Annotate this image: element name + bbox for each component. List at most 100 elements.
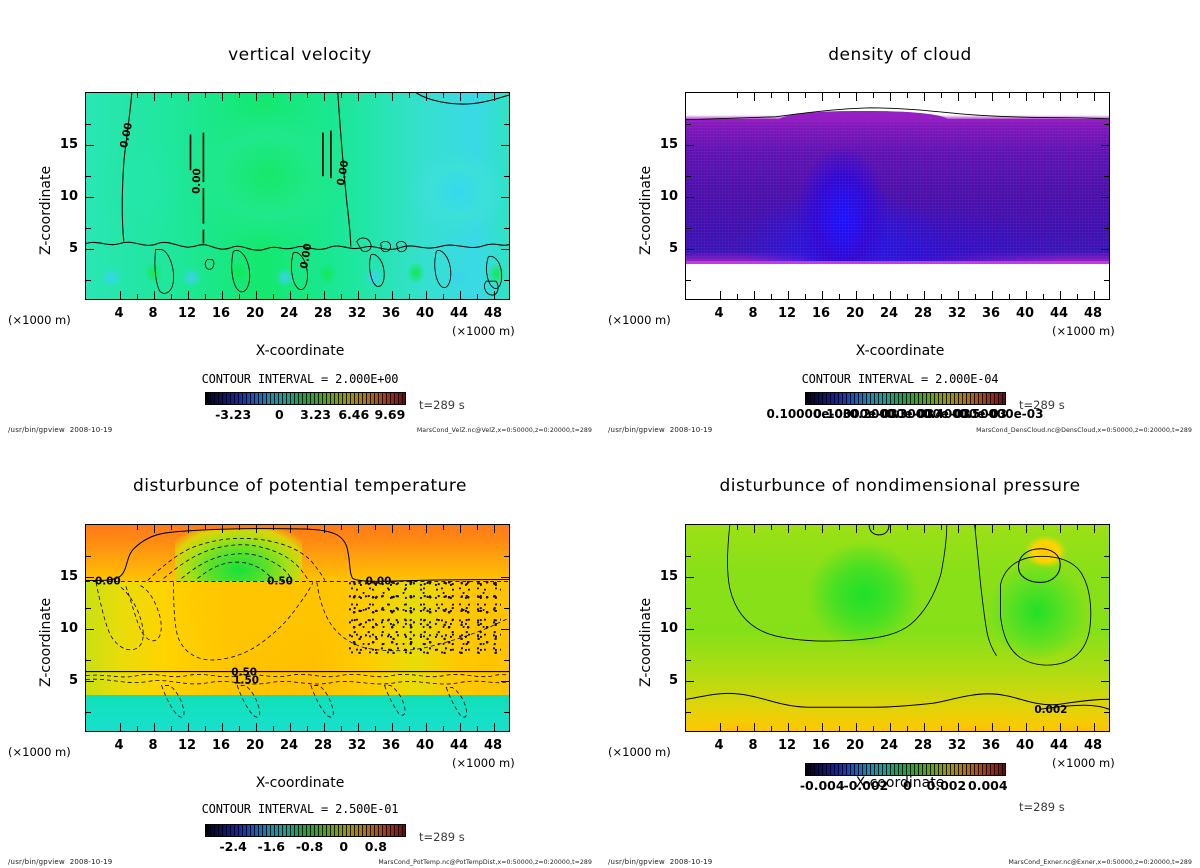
panel-density-of-cloud: density of cloud — [600, 0, 1200, 434]
x-tick-label: 48 — [483, 738, 503, 753]
contour-label: 1.50 — [233, 674, 259, 686]
colorbar-tick: -0.002 — [843, 778, 889, 793]
colorbar-tick: 6.46 — [338, 407, 370, 422]
colorbar-tick: -0.8 — [295, 839, 324, 854]
colorbar-tick: 9.69 — [374, 407, 406, 422]
x-axis-title: X-coordinate — [255, 343, 345, 359]
footer-program: /usr/bin/gpview 2008-10-19 — [8, 858, 112, 866]
x-tick-label: 44 — [1049, 306, 1069, 321]
x-axis-unit-right: (×1000 m) — [1052, 756, 1115, 770]
contour-interval-label: CONTOUR INTERVAL = 2.000E+00 — [201, 372, 399, 386]
y-tick-label: 15 — [659, 137, 678, 152]
colorbar-tick: 0.002 — [926, 778, 967, 793]
x-tick-label: 20 — [245, 738, 265, 753]
x-axis-title: X-coordinate — [255, 775, 345, 791]
footer-program-path: /usr/bin/gpview — [8, 858, 65, 866]
field-fill-boundary-layer — [86, 251, 509, 299]
x-tick-label: 36 — [381, 738, 401, 753]
y-tick-label: 15 — [659, 569, 678, 584]
x-axis-unit-right: (×1000 m) — [1052, 324, 1115, 338]
colorbar-tick-labels: 0.10000e-03 0.10000e-03 0.20000e-03 0.30… — [767, 407, 1044, 421]
footer-source: MarsCond_VelZ.nc@VelZ,x=0:50000,z=0:2000… — [416, 427, 592, 434]
panel-vertical-velocity: vertical velocity 0.00 — [0, 0, 600, 434]
plot-area-vertical-velocity: 0.00 0.00 0.00 0.00 — [85, 92, 510, 300]
colorbar — [805, 763, 1006, 776]
x-tick-label: 24 — [279, 738, 299, 753]
colorbar-tick: -0.004 — [799, 778, 845, 793]
y-tick-label: 10 — [659, 621, 678, 636]
y-tick-label: 5 — [668, 673, 678, 688]
colorbar-tick: 3.23 — [300, 407, 331, 422]
y-tick-label: 10 — [59, 621, 78, 636]
cloud-base-line — [686, 261, 1109, 264]
plot-area-potential-temperature: 0.00 0.50 0.00 0.50 1.50 — [85, 524, 510, 732]
x-tick-label: 24 — [879, 306, 899, 321]
colorbar — [205, 824, 406, 837]
x-axis-title: X-coordinate — [855, 775, 945, 791]
x-tick-label: 36 — [981, 738, 1001, 753]
contour-label: 0.00 — [190, 168, 203, 194]
footer-date: 2008-10-19 — [669, 426, 713, 434]
x-tick-label: 40 — [1015, 306, 1035, 321]
panel-title: density of cloud — [828, 45, 972, 65]
plot-area-nondimensional-pressure: 0.002 — [685, 524, 1110, 732]
footer-source: MarsCond_DensCloud.nc@DensCloud,x=0:5000… — [976, 427, 1192, 434]
cloud-layer — [686, 118, 1109, 263]
x-tick-label: 12 — [177, 306, 197, 321]
x-axis-unit-left: (×1000 m) — [8, 745, 71, 759]
colorbar-tick: 0.50000e-03 — [958, 407, 1044, 421]
panel-disturbunce-of-potential-temperature: disturbunce of potential temperature — [0, 434, 600, 868]
x-axis-unit-left: (×1000 m) — [608, 745, 671, 759]
footer-program-path: /usr/bin/gpview — [608, 426, 665, 434]
colorbar-tick: 0 — [902, 778, 912, 793]
colorbar-tick: 0 — [275, 407, 284, 422]
contour-overlay: 0.002 — [686, 525, 1109, 716]
x-tick-label: 32 — [347, 738, 367, 753]
y-tick-label: 5 — [68, 673, 78, 688]
x-tick-label: 8 — [748, 306, 758, 321]
footer-date: 2008-10-19 — [669, 858, 713, 866]
x-axis-unit-right: (×1000 m) — [452, 324, 515, 338]
x-axis-unit-left: (×1000 m) — [8, 313, 71, 327]
x-axis-unit-left: (×1000 m) — [608, 313, 671, 327]
x-tick-label: 8 — [148, 306, 158, 321]
x-tick-label: 36 — [981, 306, 1001, 321]
y-tick-label: 10 — [59, 189, 78, 204]
x-tick-label: 32 — [947, 738, 967, 753]
x-tick-label: 12 — [177, 738, 197, 753]
time-stamp: t=289 s — [1019, 800, 1065, 814]
x-tick-label: 4 — [114, 306, 124, 321]
y-axis-title: Z-coordinate — [638, 165, 654, 255]
x-tick-label: 28 — [313, 738, 333, 753]
colorbar-tick: -2.4 — [219, 839, 247, 854]
contour-label: 0.00 — [298, 242, 314, 269]
contour-label: 0.50 — [231, 667, 257, 679]
field-speckle-noise — [348, 580, 501, 655]
contour-interval-label: CONTOUR INTERVAL = 2.500E-01 — [201, 802, 399, 816]
time-stamp: t=289 s — [1019, 398, 1065, 412]
x-tick-label: 28 — [913, 738, 933, 753]
x-axis-title: X-coordinate — [855, 343, 945, 359]
footer-program-path: /usr/bin/gpview — [8, 426, 65, 434]
x-tick-label: 48 — [1083, 738, 1103, 753]
y-tick-label: 5 — [668, 241, 678, 256]
x-tick-label: 24 — [279, 306, 299, 321]
contour-label: 0.50 — [267, 575, 293, 587]
contour-label: 0.00 — [335, 159, 351, 186]
time-stamp: t=289 s — [419, 398, 465, 412]
contour-interval-label: CONTOUR INTERVAL = 2.000E-04 — [801, 372, 999, 386]
colorbar-tick-labels: -2.4 -1.6 -0.8 0 0.8 — [205, 839, 406, 854]
y-tick-label: 10 — [659, 189, 678, 204]
x-tick-label: 8 — [148, 738, 158, 753]
contour-label: 0.00 — [95, 575, 121, 587]
footer-program: /usr/bin/gpview 2008-10-19 — [608, 426, 712, 434]
x-tick-label: 20 — [845, 306, 865, 321]
x-tick-label: 36 — [381, 306, 401, 321]
colorbar-tick: -1.6 — [257, 839, 285, 854]
x-tick-label: 32 — [947, 306, 967, 321]
plot-area-density-of-cloud — [685, 92, 1110, 300]
y-tick-label: 5 — [68, 241, 78, 256]
y-tick-label: 15 — [59, 137, 78, 152]
cloud-top-hump — [779, 110, 949, 120]
contour-overlay — [686, 107, 1109, 121]
